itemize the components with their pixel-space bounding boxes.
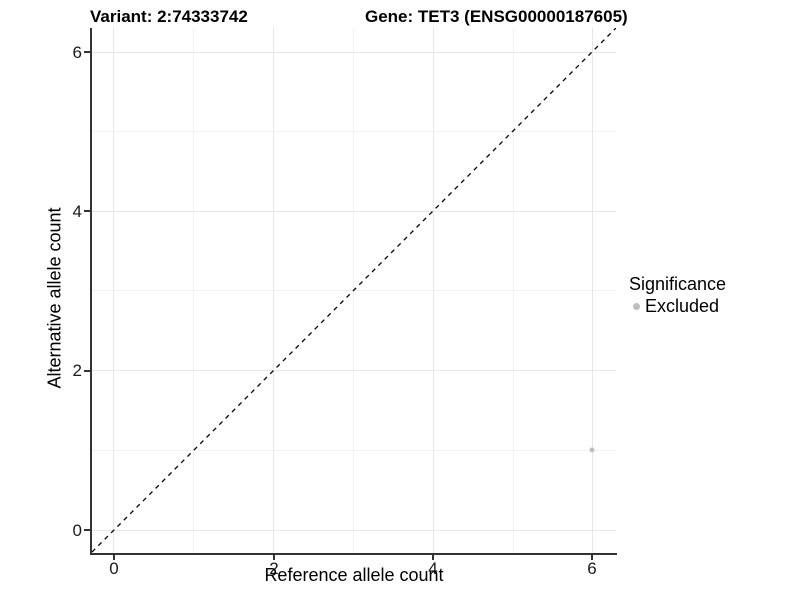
gridline-y2	[92, 370, 616, 371]
y-tick-6	[84, 51, 90, 53]
gridline-x4	[433, 28, 434, 553]
x-tick-2	[273, 555, 275, 560]
gridline-y1	[92, 450, 616, 451]
variant-title: Variant: 2:74333742	[90, 7, 248, 26]
excluded-point-icon	[633, 303, 640, 310]
identity-dashed-line	[92, 28, 616, 553]
y-axis-title: Alternative allele count	[44, 207, 65, 389]
x-tick-label-4: 4	[428, 559, 438, 578]
y-tick-label-6: 6	[72, 43, 82, 62]
gridline-y6	[92, 52, 616, 53]
x-axis-title: Reference allele count	[264, 565, 444, 585]
x-tick-label-0: 0	[109, 559, 119, 578]
gene-title: Gene: TET3 (ENSG00000187605)	[365, 7, 628, 26]
plot-panel	[92, 28, 616, 553]
y-tick-0	[84, 529, 90, 531]
legend-item-excluded: Excluded	[629, 296, 726, 317]
y-tick-4	[84, 210, 90, 212]
gridline-y0	[92, 530, 616, 531]
x-axis-line	[90, 553, 617, 555]
legend-item-label: Excluded	[645, 296, 720, 316]
legend-title: Significance	[629, 274, 727, 294]
x-tick-6	[591, 555, 593, 560]
data-point	[589, 447, 595, 453]
legend: Significance Excluded	[629, 274, 726, 317]
y-tick-label-2: 2	[72, 361, 82, 380]
x-tick-0	[113, 555, 115, 560]
gridline-y5	[92, 131, 616, 132]
y-tick-2	[84, 370, 90, 372]
x-tick-label-2: 2	[269, 559, 279, 578]
gridline-x0	[113, 28, 114, 553]
y-tick-label-4: 4	[72, 202, 82, 221]
y-tick-label-0: 0	[72, 521, 82, 540]
gridline-x2	[273, 28, 274, 553]
y-axis-line	[90, 28, 92, 555]
x-tick-4	[432, 555, 434, 560]
gridline-y4	[92, 211, 616, 212]
gridline-x6	[592, 28, 593, 553]
x-tick-label-6: 6	[587, 559, 597, 578]
